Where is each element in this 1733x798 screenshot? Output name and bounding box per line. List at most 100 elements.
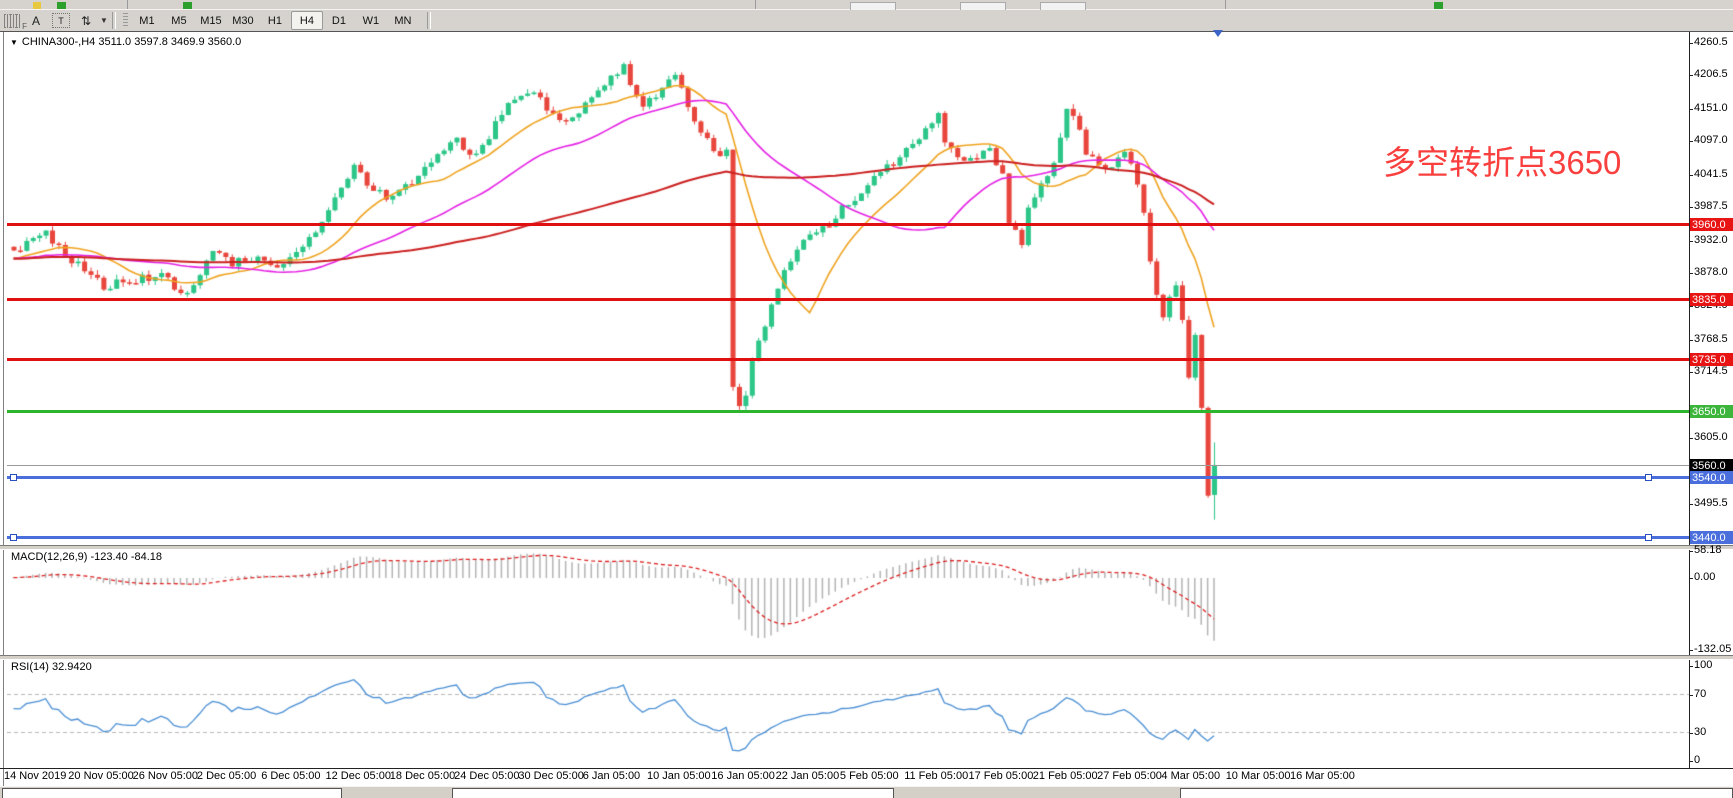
- time-axis-label: 12 Dec 05:00: [325, 770, 391, 782]
- chart-window-left-edge: [4, 32, 5, 798]
- timeframe-button-H4[interactable]: H4: [290, 11, 323, 30]
- price-axis-label: 3495.5: [1694, 497, 1728, 509]
- price-axis-tick: [1689, 241, 1693, 242]
- indicator-axis-tick: [1689, 733, 1693, 734]
- arrows-tool-icon[interactable]: ⇅: [80, 13, 92, 28]
- text-tool-icon[interactable]: T: [52, 13, 70, 28]
- chart-tab[interactable]: [1180, 788, 1733, 798]
- indicator-axis-label: 30: [1694, 726, 1707, 738]
- rsi-indicator-chart[interactable]: [7, 659, 1689, 767]
- chevron-down-icon: ▼: [10, 38, 18, 47]
- scroll-to-end-icon[interactable]: [1213, 30, 1223, 37]
- time-axis-label: 27 Feb 05:00: [1097, 770, 1162, 782]
- timeframes-toolbar: F A T ⇅ ▼ M1 M5 M15 M30 H1 H4 D1 W1 MN: [0, 10, 1733, 31]
- price-axis-label: 4206.5: [1694, 68, 1728, 80]
- time-axis-label: 2 Dec 05:00: [196, 770, 257, 782]
- timeframe-button-MN[interactable]: MN: [394, 14, 412, 27]
- price-axis-label: 4041.5: [1694, 168, 1728, 180]
- price-axis-label: 4097.0: [1694, 134, 1728, 146]
- toolbar-separator: [426, 12, 431, 29]
- price-axis-tick: [1689, 141, 1693, 142]
- price-badge-3835.0: 3835.0: [1690, 293, 1733, 306]
- toolbar-icon-fragment: [33, 2, 41, 9]
- hline-3560[interactable]: [7, 465, 1689, 466]
- toolbar-drag-handle[interactable]: [122, 13, 128, 28]
- panel-separator[interactable]: [0, 545, 1733, 550]
- price-axis-label: 3932.0: [1694, 234, 1728, 246]
- timeframe-button-W1[interactable]: W1: [362, 14, 380, 27]
- price-axis-tick: [1689, 306, 1693, 307]
- timeframe-button-M15[interactable]: M15: [200, 14, 222, 27]
- indicator-axis-label: 0.00: [1694, 571, 1716, 583]
- timeframe-button-D1[interactable]: D1: [331, 14, 346, 27]
- price-axis-tick: [1689, 175, 1693, 176]
- timeframe-button-M30[interactable]: M30: [232, 14, 254, 27]
- price-badge-3440.0: 3440.0: [1690, 531, 1733, 544]
- line-handle[interactable]: [1645, 474, 1652, 481]
- chart-text-annotation[interactable]: 多空转折点3650: [1383, 144, 1622, 181]
- main-price-chart[interactable]: [7, 33, 1689, 545]
- toolbar-icon-fragment: [1434, 2, 1443, 9]
- indicator-axis-tick: [1689, 578, 1693, 579]
- time-axis-label: 6 Dec 05:00: [261, 770, 321, 782]
- chart-window-left-edge: [3, 32, 4, 798]
- grid-tool-icon[interactable]: F: [4, 13, 27, 31]
- hline-3835[interactable]: [7, 298, 1689, 301]
- price-axis-label: 3714.5: [1694, 365, 1728, 377]
- indicator-axis-label: 100: [1694, 659, 1713, 671]
- price-axis-label: 3768.5: [1694, 333, 1728, 345]
- price-badge-3650.0: 3650.0: [1690, 405, 1733, 418]
- price-axis-tick: [1689, 438, 1693, 439]
- price-axis: [1690, 32, 1733, 769]
- toolbar-icon-fragment: [183, 2, 192, 9]
- time-axis-label: 30 Dec 05:00: [518, 770, 584, 782]
- time-axis-label: 22 Jan 05:00: [775, 770, 840, 782]
- time-axis-label: 11 Feb 05:00: [904, 770, 969, 782]
- time-axis-label: 16 Jan 05:00: [711, 770, 775, 782]
- hline-3735[interactable]: [7, 358, 1689, 361]
- timeframe-button-M1[interactable]: M1: [139, 14, 155, 27]
- timeframe-button-M5[interactable]: M5: [171, 14, 187, 27]
- chevron-down-icon[interactable]: ▼: [100, 16, 108, 25]
- chart-tab[interactable]: [452, 788, 894, 798]
- hline-3650[interactable]: [7, 410, 1689, 413]
- time-axis-label: 17 Feb 05:00: [968, 770, 1034, 782]
- indicator-axis-tick: [1689, 551, 1693, 552]
- price-axis-tick: [1689, 504, 1693, 505]
- price-badge-3735.0: 3735.0: [1690, 353, 1733, 366]
- macd-indicator-chart[interactable]: [7, 549, 1689, 655]
- chart-window-border: [0, 31, 1733, 32]
- toolbar-separator: [755, 0, 756, 9]
- chart-tab[interactable]: [2, 788, 342, 798]
- time-axis-label: 20 Nov 05:00: [68, 770, 134, 782]
- hline-3440[interactable]: [7, 536, 1689, 539]
- price-axis-tick: [1689, 340, 1693, 341]
- price-axis-tick: [1689, 372, 1693, 373]
- panel-separator[interactable]: [0, 655, 1733, 660]
- line-handle[interactable]: [10, 534, 17, 541]
- indicator-axis-tick: [1689, 666, 1693, 667]
- toolbar-icon-fragment: [57, 2, 66, 9]
- price-axis-label: 4260.5: [1694, 36, 1728, 48]
- hline-3960[interactable]: [7, 223, 1689, 226]
- price-axis-label: 3878.0: [1694, 266, 1728, 278]
- line-handle[interactable]: [10, 474, 17, 481]
- text-label-tool-icon[interactable]: A: [31, 13, 40, 28]
- toolbar-separator: [1225, 0, 1226, 9]
- indicator-axis-tick: [1689, 695, 1693, 696]
- price-axis-tick: [1689, 273, 1693, 274]
- time-axis-label: 26 Nov 05:00: [132, 770, 199, 782]
- price-badge-3540.0: 3540.0: [1690, 471, 1733, 484]
- time-axis-label: 16 Mar 05:00: [1290, 770, 1355, 782]
- time-axis-line: [0, 768, 1733, 769]
- hline-3540[interactable]: [7, 476, 1689, 479]
- price-badge-3560.0: 3560.0: [1690, 459, 1733, 472]
- line-handle[interactable]: [1645, 534, 1652, 541]
- toolbar-separator: [127, 0, 128, 9]
- indicator-axis-label: 70: [1694, 688, 1707, 700]
- indicator-axis-tick: [1689, 761, 1693, 762]
- indicator-axis-label: -132.05: [1694, 643, 1732, 655]
- timeframe-button-H1[interactable]: H1: [267, 14, 282, 27]
- time-axis-label: 24 Dec 05:00: [454, 770, 520, 782]
